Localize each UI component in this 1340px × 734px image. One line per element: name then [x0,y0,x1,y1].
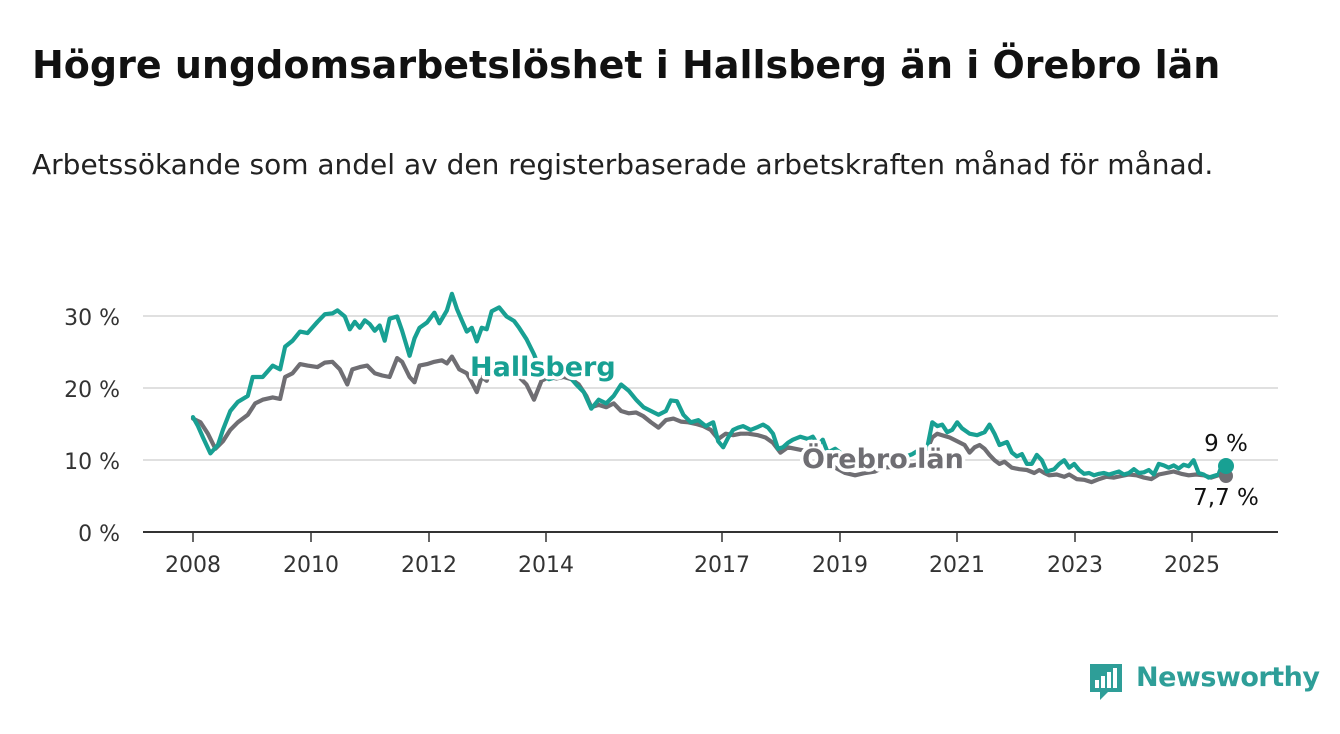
series-labels: Hallsberg Örebro län 9 % 7,7 % [467,349,1262,515]
y-tick-label: 10 % [64,450,120,475]
series-lines [190,291,1229,485]
x-tick-label: 2008 [165,553,221,578]
newsworthy-logo-icon [1090,664,1122,700]
x-axis: 2008 2010 2012 2014 2017 2019 2021 2023 2025 [143,531,1278,578]
x-tick-label: 2010 [283,553,339,578]
series-label-hallsberg: Hallsberg [470,352,616,383]
series-line-hallsberg [190,291,1229,480]
series-label-orebro-lan: Örebro län [802,442,964,475]
end-label-hallsberg: 9 % [1204,431,1248,457]
y-axis-ticks: 0 % 10 % 20 % 30 % [64,306,120,547]
y-tick-label: 20 % [64,378,120,403]
chart-title: Högre ungdomsarbetslöshet i Hallsberg än… [32,43,1221,87]
end-label-orebro-lan: 7,7 % [1193,485,1259,511]
y-tick-label: 30 % [64,306,120,331]
y-tick-label: 0 % [78,522,120,547]
x-tick-label: 2025 [1164,553,1220,578]
x-tick-label: 2023 [1047,553,1103,578]
end-point-hallsberg [1218,458,1234,474]
x-tick-label: 2017 [694,553,750,578]
chart-subtitle: Arbetssökande som andel av den registerb… [32,148,1214,181]
x-tick-label: 2019 [812,553,868,578]
x-tick-label: 2014 [518,553,574,578]
newsworthy-logo[interactable]: Newsworthy [1088,660,1320,704]
gridlines [143,315,1278,461]
x-tick-label: 2021 [929,553,985,578]
x-tick-label: 2012 [401,553,457,578]
series-line-orebro-lan [190,354,1229,485]
brand-name: Newsworthy [1136,662,1320,693]
